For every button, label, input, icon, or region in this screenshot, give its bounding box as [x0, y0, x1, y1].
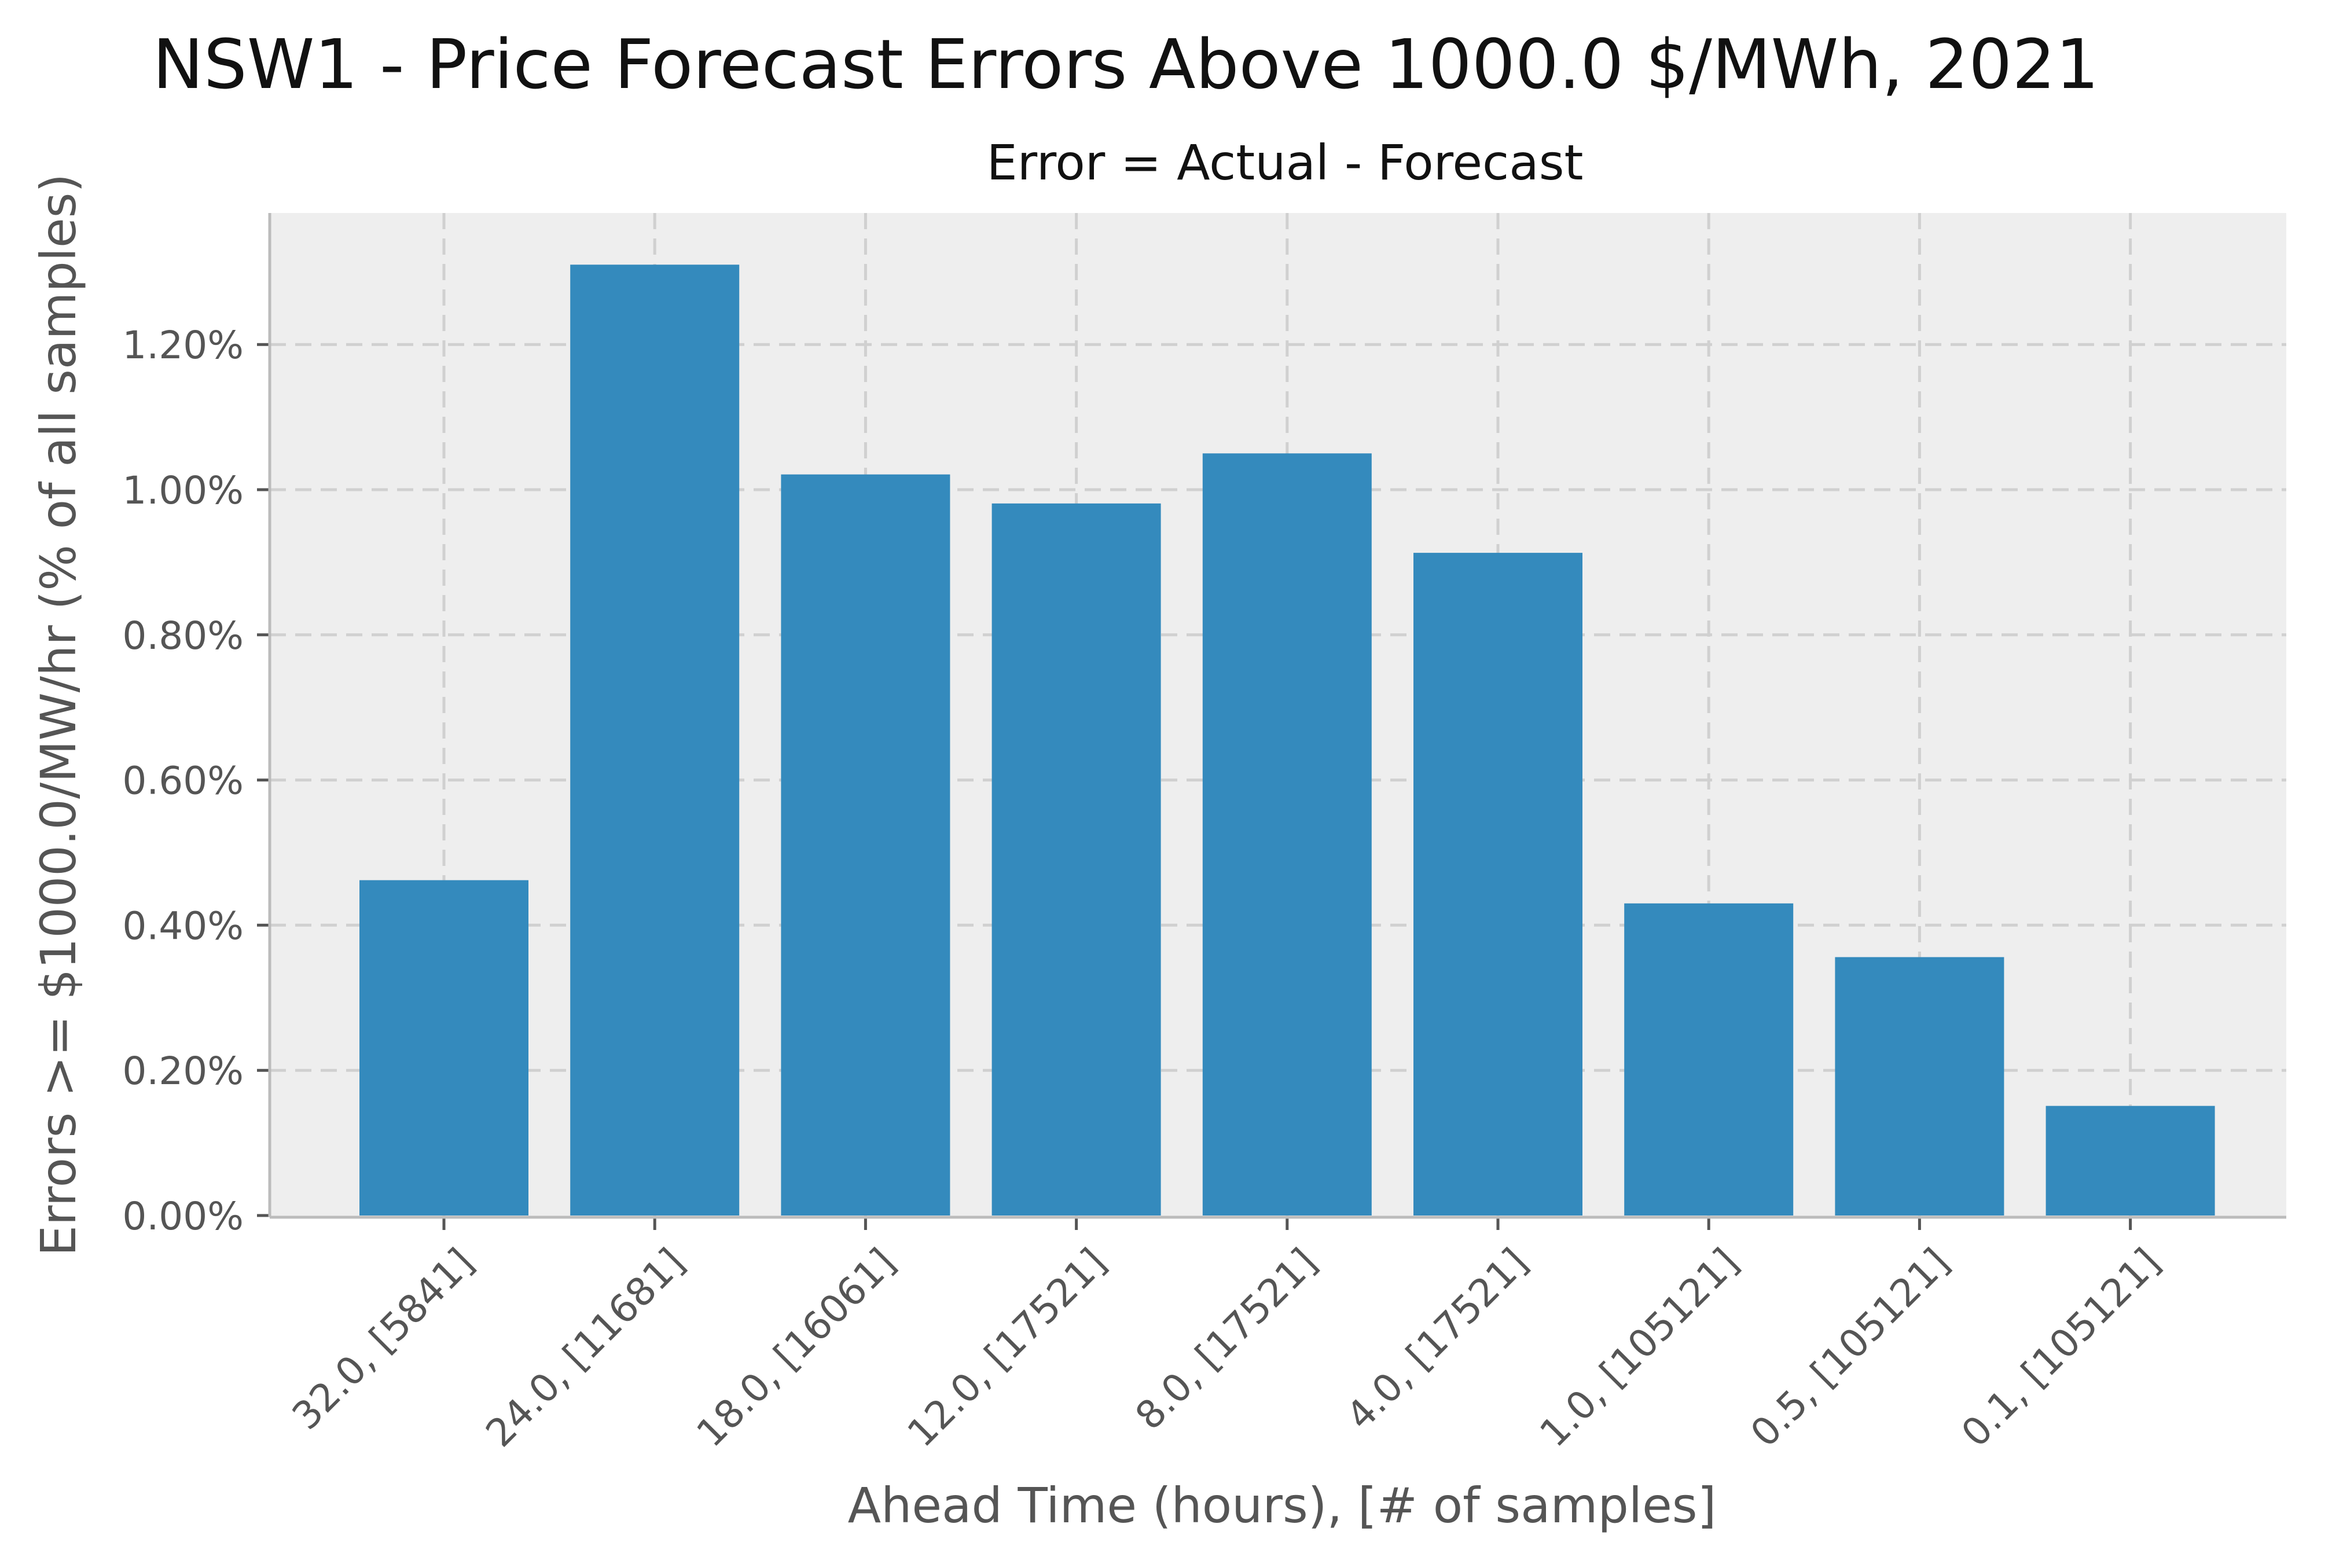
x-tick-label: 4.0, [17521]: [1338, 1240, 1536, 1438]
y-tick-label: 1.20%: [122, 323, 244, 368]
x-tick-label: 12.0, [17521]: [899, 1240, 1115, 1456]
bar: [1835, 957, 2004, 1216]
chart-subtitle: Error = Actual - Forecast: [987, 134, 1584, 191]
bar: [1413, 553, 1582, 1216]
x-tick-label: 1.0, [105121]: [1532, 1240, 1747, 1456]
bar: [991, 503, 1161, 1216]
axes: [257, 213, 2286, 1230]
x-tick-label: 18.0, [16061]: [688, 1240, 904, 1456]
y-tick-labels: 0.00% 0.20% 0.40% 0.60% 0.80% 1.00% 1.20%: [122, 323, 244, 1239]
x-axis-label: Ahead Time (hours), [# of samples]: [848, 1477, 1717, 1534]
x-tick-label: 32.0, [5841]: [284, 1240, 482, 1438]
bar: [1202, 453, 1372, 1216]
x-tick-label: 24.0, [11681]: [478, 1240, 693, 1456]
chart-title: NSW1 - Price Forecast Errors Above 1000.…: [153, 24, 2099, 104]
x-tick-label: 8.0, [17521]: [1127, 1240, 1325, 1438]
y-tick-label: 0.80%: [122, 614, 244, 658]
y-axis-label: Errors >= $1000.0/MW/hr (% of all sample…: [30, 174, 87, 1256]
y-tick-label: 0.20%: [122, 1049, 244, 1093]
bar: [1624, 903, 1794, 1216]
x-tick-label: 0.1, [105121]: [1953, 1240, 2169, 1456]
y-tick-label: 0.40%: [122, 904, 244, 948]
x-tick-labels: 32.0, [5841]24.0, [11681]18.0, [16061]12…: [284, 1240, 2169, 1456]
bar: [359, 880, 528, 1216]
y-tick-label: 0.60%: [122, 759, 244, 803]
bar: [570, 265, 740, 1216]
y-tick-label: 0.00%: [122, 1194, 244, 1239]
x-tick-label: 0.5, [105121]: [1742, 1240, 1958, 1456]
bars: [359, 265, 2215, 1216]
bar: [2045, 1106, 2215, 1216]
y-tick-label: 1.00%: [122, 468, 244, 513]
bar: [781, 474, 950, 1216]
